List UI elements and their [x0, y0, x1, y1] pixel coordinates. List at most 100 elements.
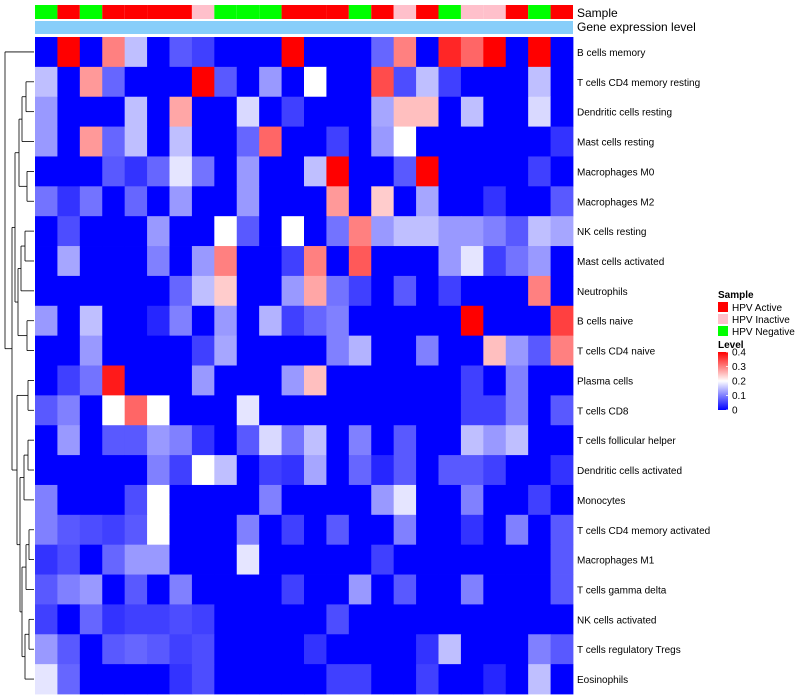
heatmap-cell — [259, 126, 282, 157]
heatmap-cell — [483, 126, 507, 157]
heatmap-cell — [57, 305, 81, 337]
heatmap-cell — [438, 66, 462, 98]
heatmap-cell — [281, 305, 305, 337]
heatmap-cell — [348, 126, 372, 157]
heatmap-cell — [79, 156, 103, 187]
heatmap-cell — [371, 455, 395, 486]
heatmap-cell — [259, 66, 282, 98]
heatmap-cell — [102, 455, 126, 486]
heatmap-cell — [236, 514, 260, 546]
heatmap-cell — [214, 37, 238, 68]
heatmap-cell — [505, 96, 529, 127]
heatmap-cell — [147, 574, 170, 605]
row-label: T cells regulatory Tregs — [577, 645, 681, 656]
legend-sample-title: Sample — [718, 290, 754, 301]
heatmap-cell — [281, 126, 305, 157]
heatmap-cell — [550, 664, 574, 695]
heatmap-cell — [147, 484, 170, 516]
heatmap-cell — [124, 365, 148, 396]
heatmap-cell — [416, 365, 439, 396]
heatmap-cell — [35, 604, 58, 635]
row-label: Macrophages M0 — [577, 167, 655, 178]
heatmap-cell — [326, 455, 350, 486]
heatmap-cell — [124, 275, 148, 307]
heatmap-cell — [79, 395, 103, 426]
heatmap-cell — [259, 455, 282, 486]
heatmap-cell — [326, 216, 350, 247]
heatmap-cell — [35, 66, 58, 98]
heatmap-cell — [505, 425, 529, 456]
heatmap-cell — [438, 574, 462, 605]
heatmap-cell — [505, 634, 529, 665]
row-label: T cells CD4 memory resting — [577, 78, 700, 89]
heatmap-cell — [304, 425, 327, 456]
sample-annotation-cell — [147, 5, 170, 19]
heatmap-cell — [550, 156, 574, 187]
heatmap-cell — [169, 186, 193, 217]
heatmap-cell — [102, 634, 126, 665]
heatmap-cell — [438, 216, 462, 247]
heatmap-cell — [35, 574, 58, 605]
heatmap-cell — [169, 246, 193, 277]
heatmap-cell — [483, 216, 507, 247]
legend-swatch — [718, 314, 728, 324]
heatmap-cell — [124, 514, 148, 546]
heatmap-cell — [528, 335, 551, 366]
heatmap-cell — [393, 335, 417, 366]
heatmap-cell — [169, 37, 193, 68]
heatmap-cell — [550, 455, 574, 486]
heatmap-cell — [393, 126, 417, 157]
heatmap-cell — [438, 246, 462, 277]
heatmap-cell — [236, 96, 260, 127]
heatmap-cell — [528, 484, 551, 516]
heatmap-cell — [191, 634, 215, 665]
sample-annotation-cell — [102, 5, 125, 19]
heatmap-cell — [438, 126, 462, 157]
heatmap-cell — [371, 305, 395, 337]
heatmap-cell — [460, 544, 484, 575]
heatmap-cell — [259, 634, 282, 665]
heatmap-cell — [460, 365, 484, 396]
heatmap-cell — [124, 96, 148, 127]
heatmap-cells — [35, 37, 574, 695]
sample-annotation-cell — [348, 5, 372, 19]
heatmap-cell — [550, 544, 574, 575]
row-label: Mast cells resting — [577, 138, 654, 149]
heatmap-cell — [505, 455, 529, 486]
heatmap-cell — [393, 634, 417, 665]
heatmap-cell — [57, 37, 81, 68]
heatmap-cell — [35, 216, 58, 247]
heatmap-cell — [393, 275, 417, 307]
heatmap-cell — [124, 335, 148, 366]
heatmap-cell — [259, 275, 282, 307]
heatmap-cell — [79, 544, 103, 575]
heatmap-cell — [550, 66, 574, 98]
heatmap-cell — [438, 634, 462, 665]
heatmap-cell — [304, 514, 327, 546]
heatmap-cell — [236, 275, 260, 307]
heatmap-cell — [460, 395, 484, 426]
heatmap-cell — [214, 425, 238, 456]
heatmap-cell — [124, 634, 148, 665]
heatmap-cell — [236, 335, 260, 366]
heatmap-cell — [35, 305, 58, 337]
heatmap-cell — [393, 604, 417, 635]
heatmap-cell — [236, 425, 260, 456]
heatmap-cell — [79, 186, 103, 217]
heatmap-cell — [348, 246, 372, 277]
heatmap-cell — [393, 395, 417, 426]
heatmap-cell — [371, 604, 395, 635]
heatmap-cell — [236, 664, 260, 695]
heatmap-cell — [438, 96, 462, 127]
row-label: Monocytes — [577, 496, 625, 507]
heatmap-cell — [528, 126, 551, 157]
annotation-bars — [35, 5, 573, 34]
heatmap-cell — [57, 484, 81, 516]
sample-annotation-cell — [236, 5, 260, 19]
heatmap-cell — [191, 37, 215, 68]
heatmap-cell — [147, 604, 170, 635]
heatmap-cell — [438, 305, 462, 337]
heatmap-cell — [460, 514, 484, 546]
sample-annotation-cell — [169, 5, 192, 19]
heatmap-cell — [304, 664, 327, 695]
